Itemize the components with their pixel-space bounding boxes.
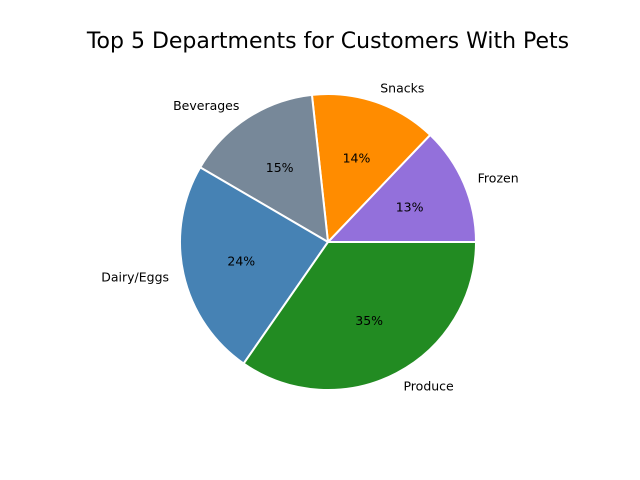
- pie-slice-produce: [242, 241, 477, 391]
- slice-percent-label: 24%: [227, 254, 255, 269]
- chart-title: Top 5 Departments for Customers With Pet…: [86, 29, 569, 54]
- slice-percent-label: 14%: [343, 150, 371, 165]
- pie-slice-snacks: [310, 93, 432, 243]
- slice-label: Beverages: [173, 98, 239, 113]
- slice-label: Snacks: [380, 80, 424, 95]
- slice-percent-label: 15%: [266, 160, 294, 175]
- slice-percent-label: 35%: [355, 313, 383, 328]
- slice-label: Frozen: [478, 170, 519, 185]
- slice-label: Produce: [403, 379, 454, 394]
- pie-labels: Frozen 13% Snacks 14% Beverages 15% Dairy/Eggs…: [101, 80, 518, 393]
- pie-slice-beverages: [199, 93, 329, 243]
- slice-percent-label: 13%: [396, 200, 424, 215]
- slice-label: Dairy/Eggs: [101, 270, 169, 285]
- pie-slices: [179, 93, 477, 391]
- pie-slice-frozen: [327, 133, 477, 243]
- pie-slice-dairy-eggs: [179, 166, 329, 365]
